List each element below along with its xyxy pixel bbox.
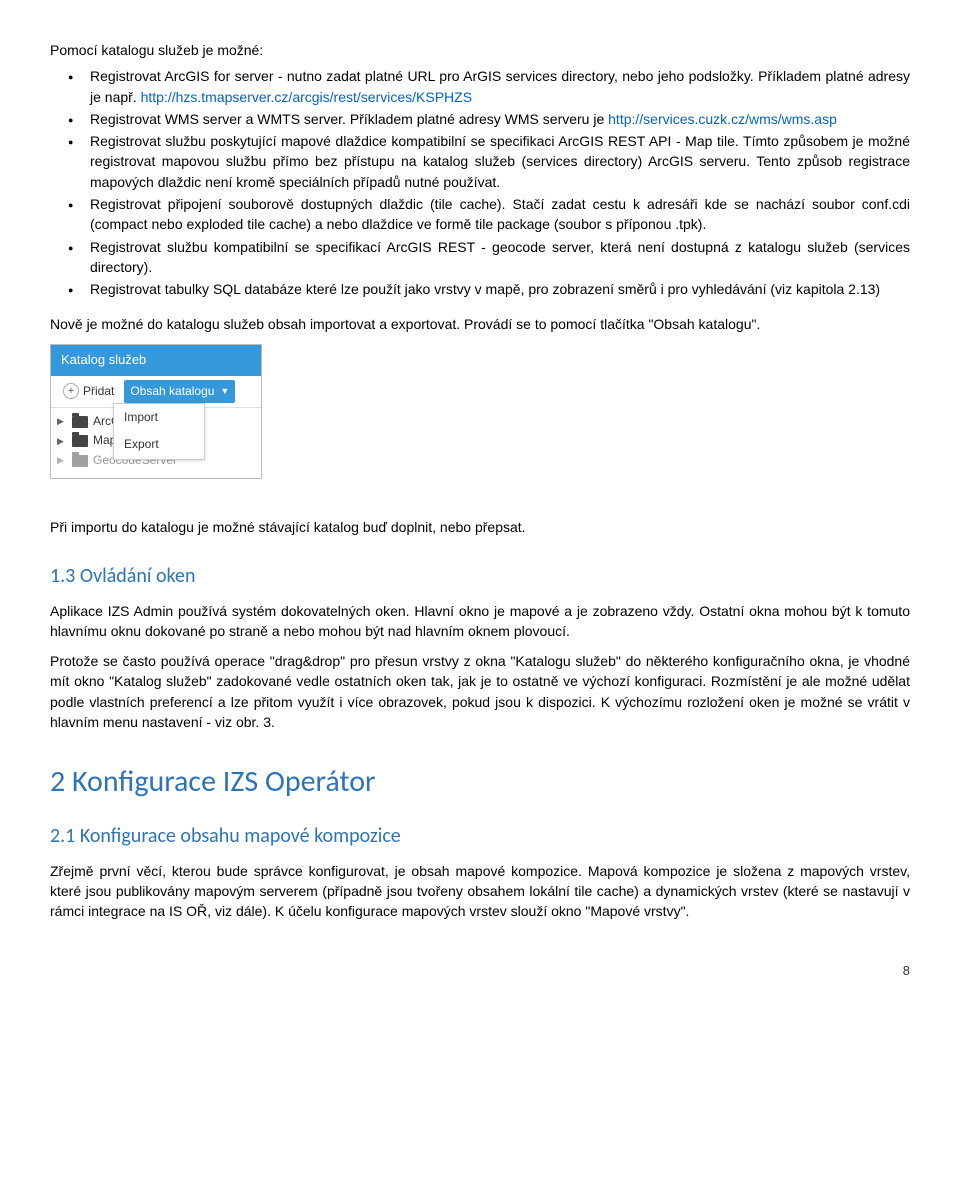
add-button[interactable]: + Přidat (57, 380, 120, 403)
catalog-content-label: Obsah katalogu (130, 383, 214, 400)
dropdown-menu: Import Export (113, 403, 205, 460)
panel-title: Katalog služeb (51, 345, 261, 376)
heading-2: 2 Konfigurace IZS Operátor (50, 760, 910, 804)
folder-icon (72, 455, 88, 467)
list-item: Registrovat ArcGIS for server - nutno za… (90, 66, 910, 107)
url-link[interactable]: http://services.cuzk.cz/wms/wms.asp (608, 111, 837, 127)
menu-item-import[interactable]: Import (114, 404, 204, 431)
folder-icon (72, 435, 88, 447)
feature-list: Registrovat ArcGIS for server - nutno za… (50, 66, 910, 299)
list-text: Registrovat tabulky SQL databáze které l… (90, 281, 880, 297)
folder-icon (72, 416, 88, 428)
expand-icon: ▶ (57, 415, 67, 428)
list-item: Registrovat WMS server a WMTS server. Př… (90, 109, 910, 129)
list-text: Registrovat WMS server a WMTS server. Př… (90, 111, 608, 127)
list-item: Registrovat připojení souborově dostupný… (90, 194, 910, 235)
heading-2-1: 2.1 Konfigurace obsahu mapové kompozice (50, 822, 910, 851)
expand-icon: ▶ (57, 454, 67, 467)
url-link[interactable]: http://hzs.tmapserver.cz/arcgis/rest/ser… (141, 89, 472, 105)
list-item: Registrovat službu poskytující mapové dl… (90, 131, 910, 192)
add-label: Přidat (83, 383, 114, 400)
list-item: Registrovat službu kompatibilní se speci… (90, 237, 910, 278)
paragraph: Zřejmě první věcí, kterou bude správce k… (50, 861, 910, 922)
list-text: Registrovat službu poskytující mapové dl… (90, 133, 910, 190)
paragraph: Aplikace IZS Admin používá systém dokova… (50, 601, 910, 642)
chevron-down-icon: ▼ (220, 385, 229, 398)
list-text: Registrovat službu kompatibilní se speci… (90, 239, 910, 275)
heading-1-3: 1.3 Ovládání oken (50, 562, 910, 591)
paragraph: Protože se často používá operace "drag&d… (50, 651, 910, 732)
list-text: Registrovat připojení souborově dostupný… (90, 196, 910, 232)
catalog-content-button[interactable]: Obsah katalogu ▼ (124, 380, 235, 403)
intro-text: Pomocí katalogu služeb je možné: (50, 40, 910, 60)
menu-item-export[interactable]: Export (114, 431, 204, 458)
catalog-panel-screenshot: Katalog služeb + Přidat Obsah katalogu ▼… (50, 344, 262, 479)
paragraph: Nově je možné do katalogu služeb obsah i… (50, 314, 910, 334)
list-item: Registrovat tabulky SQL databáze které l… (90, 279, 910, 299)
plus-icon: + (63, 383, 79, 399)
expand-icon: ▶ (57, 435, 67, 448)
paragraph: Při importu do katalogu je možné stávají… (50, 517, 910, 537)
page-number: 8 (50, 962, 910, 981)
